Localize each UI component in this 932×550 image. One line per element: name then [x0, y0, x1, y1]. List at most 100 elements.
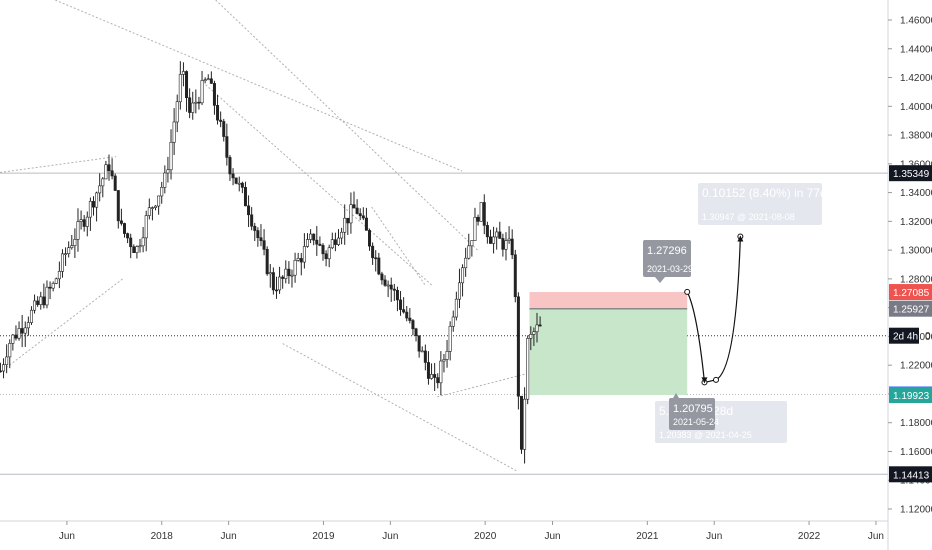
candle-body — [110, 170, 114, 177]
candle-body — [516, 296, 520, 397]
candle-body — [532, 331, 536, 335]
candle-body — [185, 71, 189, 99]
candle-body — [200, 80, 204, 104]
candle-body — [98, 185, 102, 194]
candle-body — [454, 298, 458, 318]
candle-body — [39, 296, 43, 305]
candle-body — [163, 172, 167, 188]
candle-body — [312, 233, 316, 241]
price-tag — [889, 284, 932, 301]
candle-body — [492, 236, 496, 244]
price-tick-label: 1.46000 — [900, 16, 932, 27]
candles — [0, 61, 542, 464]
trend-lines — [0, 0, 532, 473]
price-tick-label: 1.38000 — [900, 131, 932, 142]
price-tick-label: 1.30000 — [900, 246, 932, 257]
candle-body — [430, 374, 434, 379]
candle-body — [212, 83, 216, 106]
candle-body — [519, 395, 523, 450]
candle-body — [337, 237, 341, 245]
candle-body — [358, 213, 362, 217]
candle-body — [526, 338, 530, 400]
candle-body — [259, 237, 263, 241]
time-axis: Jun 2018 Jun 2019 Jun 2020 Jun 2021 Jun 2022 Jun — [0, 520, 888, 542]
candle-body — [451, 316, 455, 327]
candle-body — [222, 121, 226, 137]
candle-body — [408, 317, 412, 321]
candle-body — [467, 245, 471, 259]
candle-body — [73, 239, 77, 246]
candle-body — [135, 246, 139, 253]
candle-body — [361, 215, 365, 219]
candle-body — [305, 239, 309, 247]
price-tick-label: 1.44000 — [900, 44, 932, 55]
candle-body — [194, 101, 198, 104]
candle-body — [399, 299, 403, 310]
horizontal-lines — [0, 172, 888, 475]
stop-zone — [529, 292, 688, 309]
trend-line — [282, 343, 519, 473]
candle-body — [274, 289, 278, 292]
candle-body — [529, 334, 533, 339]
projection-point — [684, 288, 691, 295]
trend-line — [0, 156, 117, 173]
candle-body — [352, 204, 356, 209]
candle-body — [144, 215, 148, 239]
candle-body — [346, 217, 350, 224]
candle-body — [20, 328, 24, 334]
candle-body — [36, 300, 40, 305]
time-tick-label: Jun — [382, 531, 398, 542]
price-tag-label: 2d 4h — [893, 332, 918, 343]
candle-body — [197, 101, 201, 104]
candle-body — [160, 187, 164, 197]
candle-body — [340, 231, 344, 239]
candle-body — [364, 217, 368, 231]
trend-line — [0, 278, 124, 373]
callout-date: 1.30947 @ 2021-08-08 — [702, 212, 795, 222]
candle-body — [54, 278, 58, 284]
candle-body — [45, 286, 49, 306]
candle-body — [57, 271, 61, 280]
projection-curve — [686, 236, 741, 384]
candle-body — [476, 216, 480, 222]
candle-body — [113, 175, 117, 191]
trend-line — [214, 0, 478, 251]
candle-body — [209, 78, 213, 84]
candle-body — [123, 223, 127, 234]
candle-body — [247, 205, 251, 216]
candle-body — [116, 190, 120, 222]
candle-body — [389, 284, 393, 290]
candle-body — [154, 205, 158, 208]
candle-body — [150, 207, 154, 209]
candle-body — [234, 177, 238, 184]
candle-body — [101, 178, 105, 187]
candle-body — [504, 240, 508, 250]
candle-body — [33, 300, 37, 311]
price-tag-label: 1.19923 — [893, 391, 930, 402]
candle-body — [327, 247, 331, 260]
candle-body — [17, 328, 21, 339]
candle-body — [293, 260, 297, 276]
candle-body — [442, 359, 446, 362]
candle-body — [126, 233, 130, 239]
time-tick-label: Jun — [706, 531, 722, 542]
callout-pointer — [655, 277, 665, 283]
callout-box — [698, 183, 822, 225]
price-tag-label: 1.14413 — [893, 470, 930, 481]
candle-body — [395, 289, 399, 301]
candle-body — [495, 231, 499, 238]
candle-body — [188, 97, 192, 113]
callout-pointer — [673, 393, 679, 398]
candle-body — [181, 71, 185, 75]
projection-path — [684, 233, 744, 386]
candle-body — [203, 79, 207, 82]
price-tick-label: 1.40000 — [900, 102, 932, 113]
candle-body — [392, 288, 396, 291]
candle-body — [219, 119, 223, 122]
candle-body — [374, 257, 378, 260]
candle-body — [79, 219, 83, 222]
time-tick-label: Jun — [221, 531, 237, 542]
candle-body — [26, 322, 30, 329]
candle-body — [11, 334, 15, 344]
